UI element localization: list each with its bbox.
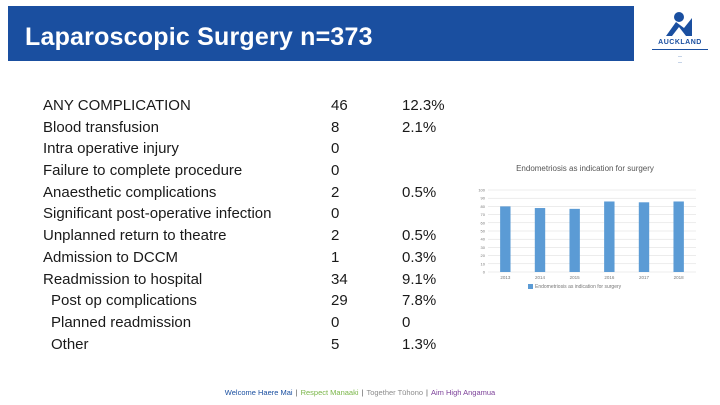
row-percent: 1.3% — [402, 335, 437, 353]
row-count: 1 — [331, 248, 340, 266]
table-row: Planned readmission 0 0 — [0, 312, 480, 334]
chart-bar — [500, 206, 511, 272]
table-row: Anaesthetic complications 2 0.5% — [0, 182, 480, 204]
row-percent: 0.5% — [402, 227, 437, 245]
row-percent: 12.3% — [402, 97, 445, 114]
y-tick-label: 50 — [481, 229, 486, 234]
row-percent: 0.3% — [402, 248, 437, 266]
y-tick-label: 40 — [481, 237, 486, 242]
row-label: Unplanned return to theatre — [43, 227, 227, 245]
y-tick-label: 0 — [483, 270, 486, 275]
row-count: 46 — [331, 97, 348, 114]
logo-divider — [652, 49, 708, 50]
table-row: Failure to complete procedure 0 — [0, 160, 480, 182]
footer-values: Welcome Haere Mai | Respect Manaaki | Togeth… — [0, 388, 720, 397]
y-tick-label: 10 — [481, 261, 486, 266]
footer-value: Respect Manaaki — [300, 388, 359, 397]
y-tick-label: 70 — [481, 212, 486, 217]
x-tick-label: 2018 — [674, 275, 685, 280]
row-count: 5 — [331, 335, 340, 353]
y-tick-label: 100 — [478, 188, 485, 193]
row-percent: 0 — [402, 313, 411, 331]
slide-title: Laparoscopic Surgery n=373 — [25, 23, 373, 51]
row-label: ANY COMPLICATION — [43, 97, 191, 114]
logo-mark-icon — [666, 12, 692, 36]
legend-label: Endometriosis as indication for surgery — [535, 284, 622, 290]
logo-subtitle-1: — — [678, 53, 682, 58]
logo-wordmark: AUCKLAND — [658, 39, 702, 46]
chart-bar — [604, 201, 615, 272]
chart-title: Endometriosis as indication for surgery — [516, 164, 654, 173]
row-count: 2 — [331, 183, 340, 201]
table-row: Intra operative injury 0 — [0, 138, 480, 160]
row-count: 0 — [331, 140, 340, 158]
row-percent: 0.5% — [402, 183, 437, 201]
row-label: Failure to complete procedure — [43, 162, 243, 180]
x-tick-label: 2014 — [535, 275, 546, 280]
x-tick-label: 2013 — [500, 275, 511, 280]
y-tick-label: 90 — [481, 196, 486, 201]
table-row: ANY COMPLICATION 46 12.3% — [0, 95, 480, 117]
row-count: 29 — [331, 292, 348, 310]
legend-swatch — [528, 284, 533, 290]
x-tick-label: 2016 — [604, 275, 615, 280]
chart-bar — [534, 208, 546, 272]
title-banner: Laparoscopic Surgery n=373 — [8, 6, 634, 61]
auckland-logo: AUCKLAND — — — [644, 8, 716, 66]
chart-bar — [569, 208, 580, 272]
row-percent: 7.8% — [402, 292, 437, 310]
table-row: Significant post-operative infection 0 — [0, 203, 480, 225]
row-count: 2 — [331, 227, 340, 245]
chart-bar — [638, 202, 650, 272]
table-row: Readmission to hospital 34 9.1% — [0, 269, 480, 291]
row-label: Significant post-operative infection — [43, 205, 272, 223]
row-label: Readmission to hospital — [43, 270, 203, 288]
table-row: Blood transfusion 8 2.1% — [0, 117, 480, 139]
footer-separator: | — [426, 388, 428, 397]
y-tick-label: 80 — [481, 204, 486, 209]
x-tick-label: 2017 — [639, 275, 650, 280]
y-tick-label: 20 — [481, 253, 486, 258]
row-count: 8 — [331, 118, 340, 136]
row-label: Other — [51, 335, 89, 353]
footer-value: Aim High Angamua — [431, 388, 496, 397]
row-count: 0 — [331, 162, 340, 180]
row-percent: 9.1% — [402, 270, 437, 288]
row-label: Post op complications — [51, 292, 197, 310]
y-tick-label: 60 — [481, 220, 486, 225]
logo-subtitle-2: — — [678, 59, 682, 64]
x-tick-label: 2015 — [570, 275, 581, 280]
row-percent: 2.1% — [402, 118, 437, 136]
row-label: Anaesthetic complications — [43, 183, 217, 201]
table-row: Admission to DCCM 1 0.3% — [0, 247, 480, 269]
table-row: Unplanned return to theatre 2 0.5% — [0, 225, 480, 247]
chart-legend: Endometriosis as indication for surgery — [528, 284, 621, 290]
row-count: 0 — [331, 205, 340, 223]
complication-table: ANY COMPLICATION 46 12.3% Blood transfusion… — [0, 95, 480, 355]
row-label: Planned readmission — [51, 313, 192, 331]
row-label: Admission to DCCM — [43, 248, 179, 266]
y-tick-label: 30 — [481, 245, 486, 250]
row-label: Intra operative injury — [43, 140, 179, 158]
footer-separator: | — [295, 388, 298, 397]
footer-separator: | — [361, 388, 364, 397]
table-row: Post op complications 29 7.8% — [0, 290, 480, 312]
table-row: Other 5 1.3% — [0, 334, 480, 356]
row-count: 0 — [331, 313, 340, 331]
row-count: 34 — [331, 270, 348, 288]
endometriosis-chart: 0 10 20 30 40 50 60 70 80 90 100 2013 2014 2015 2016 20… — [470, 160, 700, 298]
chart-bar — [673, 201, 684, 272]
footer-value: Together Tūhono — [366, 388, 424, 397]
row-label: Blood transfusion — [43, 118, 159, 136]
footer-value: Welcome Haere Mai — [224, 388, 293, 397]
chart-plot: 0 10 20 30 40 50 60 70 80 90 100 2013 2014 2015 2016 20… — [478, 188, 696, 280]
